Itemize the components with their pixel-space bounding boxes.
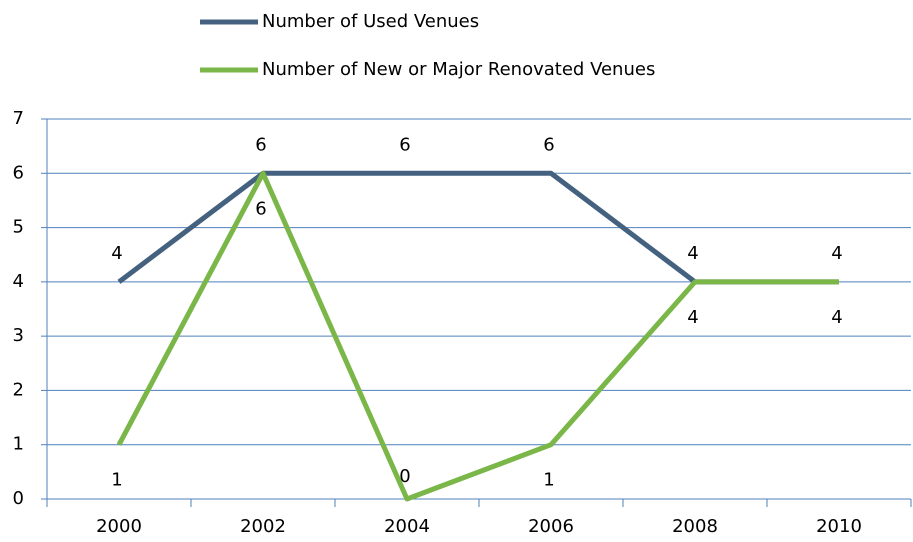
data-label: 6 [255,198,266,219]
data-label: 0 [399,466,410,487]
x-tick-label: 2006 [528,516,574,537]
data-label: 1 [543,470,554,491]
data-label: 1 [111,470,122,491]
y-tick-label: 1 [13,434,24,455]
legend-label: Number of Used Venues [262,11,479,32]
data-label: 4 [687,243,698,264]
y-tick-label: 6 [13,162,24,183]
y-tick-label: 0 [13,488,24,509]
x-tick-label: 2010 [816,516,862,537]
series-line [116,170,839,502]
y-tick-label: 4 [13,271,24,292]
data-label: 6 [255,134,266,155]
data-label: 4 [831,243,842,264]
y-tick-label: 3 [13,325,24,346]
data-label: 4 [831,307,842,328]
data-label: 6 [543,134,554,155]
data-label: 6 [399,134,410,155]
legend-label: Number of New or Major Renovated Venues [262,59,655,80]
data-label: 4 [687,307,698,328]
y-tick-label: 7 [13,108,24,129]
data-label: 4 [111,243,122,264]
y-tick-label: 2 [13,379,24,400]
y-tick-label: 5 [13,217,24,238]
x-tick-label: 2002 [240,516,286,537]
x-tick-label: 2004 [384,516,430,537]
x-tick-label: 2008 [672,516,718,537]
x-tick-label: 2000 [96,516,142,537]
